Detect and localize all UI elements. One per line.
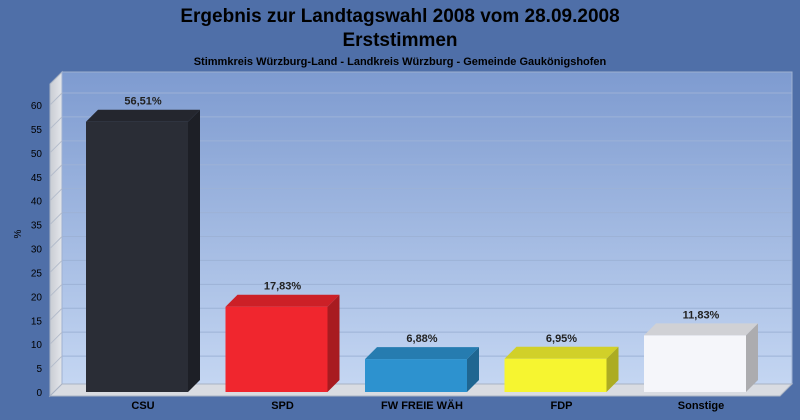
plot-side-wall xyxy=(49,70,63,398)
bar-front xyxy=(504,358,607,392)
bar-spd xyxy=(225,294,340,392)
data-label: 17,83% xyxy=(264,281,302,293)
y-tick-label: 45 xyxy=(31,173,43,184)
y-tick-label: 50 xyxy=(31,149,43,160)
data-label: 6,95% xyxy=(546,333,577,345)
bar-top xyxy=(644,323,758,336)
y-axis-label: % xyxy=(13,229,24,238)
y-tick-label: 60 xyxy=(31,101,43,112)
bar-top xyxy=(365,347,479,360)
y-tick-label: 0 xyxy=(36,388,42,399)
gridline-side xyxy=(49,283,63,297)
gridline-side xyxy=(49,92,63,106)
y-tick-label: 35 xyxy=(31,221,43,232)
gridline-side xyxy=(49,355,63,369)
gridline-side xyxy=(49,260,63,273)
bar-top xyxy=(225,294,340,307)
y-tick-label: 25 xyxy=(31,268,43,279)
y-axis: 0 5 10 15 20 25 30 35 40 45 50 55 60 xyxy=(31,101,43,399)
y-tick-label: 15 xyxy=(31,316,43,327)
bar-csu xyxy=(86,109,200,392)
bar-top xyxy=(504,346,619,359)
gridline-side xyxy=(49,188,63,202)
x-tick-label: FW FREIE WÄH xyxy=(381,399,463,412)
y-tick-label: 30 xyxy=(31,245,43,256)
chart-subtitle: Stimmkreis Würzburg-Land - Landkreis Wür… xyxy=(194,56,607,68)
bar-front xyxy=(225,306,328,392)
bar-fdp xyxy=(504,346,619,392)
bar-top xyxy=(86,109,200,122)
bar-side xyxy=(746,323,758,392)
chart-title: Ergebnis zur Landtagswahl 2008 vom 28.09… xyxy=(180,6,619,27)
x-tick-label: Sonstige xyxy=(678,400,724,412)
y-tick-label: 5 xyxy=(36,364,42,375)
gridline-side xyxy=(49,331,63,345)
x-axis: CSU SPD FW FREIE WÄH FDP Sonstige xyxy=(131,399,724,412)
bar-front xyxy=(365,359,467,392)
bar-side xyxy=(467,347,479,392)
y-tick-label: 10 xyxy=(31,340,43,351)
x-tick-label: FDP xyxy=(551,400,573,412)
bar-side xyxy=(606,346,619,392)
gridline-side xyxy=(49,116,63,130)
gridline-side xyxy=(49,140,63,154)
x-tick-label: CSU xyxy=(131,400,154,412)
y-tick-label: 20 xyxy=(31,292,43,303)
y-tick-label: 55 xyxy=(31,125,43,136)
gridline-side xyxy=(49,307,63,321)
gridline-side xyxy=(49,236,63,249)
y-tick-label: 40 xyxy=(31,197,43,208)
bar-side xyxy=(327,294,340,392)
x-tick-label: SPD xyxy=(271,400,294,412)
bar-front xyxy=(86,121,188,392)
bar-front xyxy=(644,335,746,392)
bars: 56,51% 17,83% 6,88% 6,95% 11,83% xyxy=(86,96,758,392)
bar-side xyxy=(188,109,200,392)
gridline-side xyxy=(49,212,63,225)
data-label: 56,51% xyxy=(124,96,162,108)
bar-sonstige xyxy=(644,323,758,392)
gridline-side xyxy=(49,164,63,178)
data-label: 11,83% xyxy=(683,309,720,321)
data-label: 6,88% xyxy=(406,333,437,345)
bar-fw-freie-w-h xyxy=(365,347,479,392)
chart-title-line2: Erststimmen xyxy=(342,30,457,51)
